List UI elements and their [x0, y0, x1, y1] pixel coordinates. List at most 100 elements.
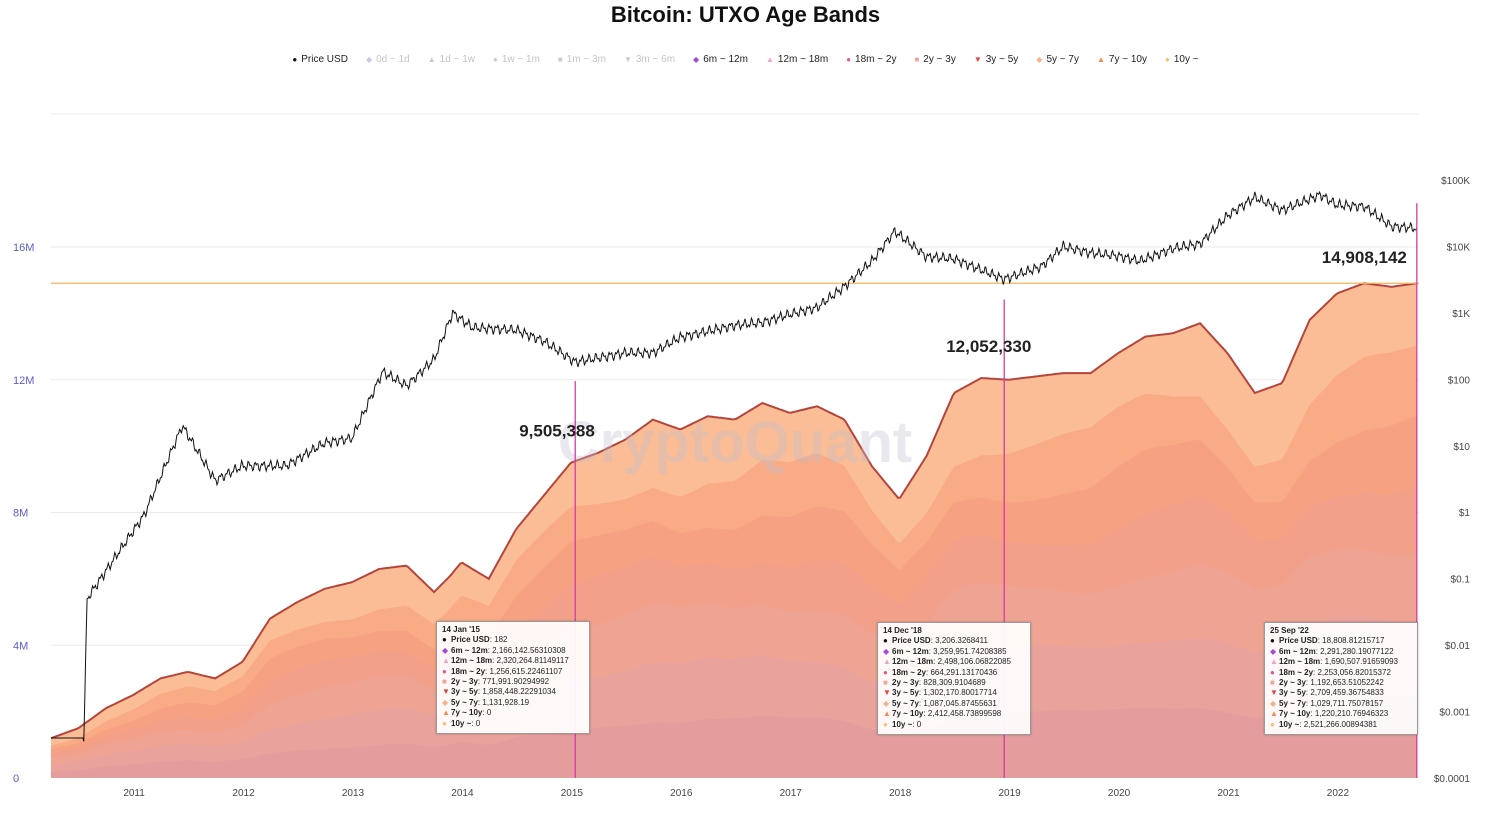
- tooltip-series-label: 18m ~ 2y: [1279, 667, 1314, 677]
- tooltip-row: ● 10y ~: 0: [442, 719, 584, 729]
- series-marker-icon: ▼: [1270, 688, 1278, 698]
- legend-item[interactable]: ◆ 6m ~ 12m: [693, 54, 748, 65]
- tooltip-series-label: 7y ~ 10y: [892, 709, 924, 719]
- legend-marker-icon: ◆: [1036, 55, 1043, 64]
- total-supply-line: [50, 282, 1417, 740]
- annotation-label: 14,908,142: [1322, 248, 1407, 267]
- y-left-tick-label: 16M: [13, 242, 34, 254]
- legend-item[interactable]: ▼ 3m ~ 6m: [624, 54, 675, 65]
- series-marker-icon: ▼: [883, 688, 891, 698]
- legend-item[interactable]: ● 1w ~ 1m: [493, 54, 540, 65]
- tooltip-separator: :: [933, 657, 938, 667]
- legend-item[interactable]: ▲ 12m ~ 18m: [766, 54, 828, 65]
- tooltip-series-label: 3y ~ 5y: [451, 687, 478, 697]
- legend-item[interactable]: ● Price USD: [292, 54, 348, 65]
- tooltip-value: 3,259,951.74208385: [933, 646, 1007, 656]
- y-right-tick-label: $10K: [1447, 242, 1471, 253]
- tooltip-row: ▼3y ~ 5y: 1,858,448.22291034: [442, 687, 584, 697]
- series-marker-icon: ◆: [1270, 646, 1277, 656]
- tooltip-row: ◆ 5y ~ 7y: 1,131,928.19: [442, 698, 584, 708]
- tooltip-value: 2,412,458.73899598: [927, 709, 1002, 719]
- tooltip-value: 2,253,056.82015372: [1317, 667, 1391, 677]
- series-marker-icon: ▲: [883, 657, 891, 667]
- y-right-tick-label: $1K: [1452, 309, 1470, 320]
- tooltip-series-label: 3y ~ 5y: [1279, 688, 1306, 698]
- legend-item[interactable]: ▲ 7y ~ 10y: [1097, 54, 1147, 65]
- tooltip-series-label: 10y ~: [1279, 719, 1300, 729]
- tooltip-series-label: 5y ~ 7y: [1279, 698, 1306, 708]
- x-tick-label: 2019: [998, 788, 1021, 799]
- legend-label: 12m ~ 18m: [777, 54, 829, 65]
- tooltip-row: ■ 2y ~ 3y: 828,309.9104689: [883, 678, 1025, 688]
- tooltip-separator: :: [485, 666, 490, 676]
- legend-item[interactable]: ▲ 1d ~ 1w: [428, 54, 475, 65]
- age-band-area: [51, 695, 1417, 778]
- tooltip-separator: :: [1305, 688, 1311, 698]
- tooltip-series-label: 18m ~ 2y: [451, 666, 486, 676]
- tooltip-series-label: Price USD: [1279, 636, 1318, 646]
- tooltip-separator: :: [1310, 709, 1315, 719]
- tooltip-series-label: 10y ~: [892, 719, 913, 729]
- legend-marker-icon: ●: [846, 55, 852, 64]
- legend-item[interactable]: ▼ 3y ~ 5y: [974, 54, 1018, 65]
- tooltip-separator: :: [912, 719, 917, 729]
- tooltip-series-label: Price USD: [451, 635, 490, 645]
- tooltip-separator: :: [923, 709, 928, 719]
- tooltip-series-label: 12m ~ 18m: [451, 656, 493, 666]
- x-tick-label: 2016: [670, 788, 693, 799]
- y-right-tick-label: $0.1: [1451, 575, 1471, 586]
- y-right-tick-label: $0.0001: [1434, 774, 1471, 785]
- legend-marker-icon: ◆: [693, 55, 700, 64]
- tooltip-value: 2,709,459.36754833: [1310, 688, 1384, 698]
- tooltip-value: 1,858,448.22291034: [482, 687, 556, 697]
- x-tick-label: 2015: [561, 788, 584, 799]
- tooltip-separator: :: [928, 646, 934, 656]
- legend-item[interactable]: ● 10y ~: [1165, 54, 1199, 65]
- tooltip-row: ● Price USD: 182: [442, 635, 584, 645]
- data-tooltip: 25 Sep '22 ● Price USD: 18,808.81215717 ◆ 6m…: [1264, 622, 1418, 736]
- legend-marker-icon: ◆: [365, 55, 373, 64]
- tooltip-row: ● 10y ~: 0: [883, 720, 1025, 730]
- tooltip-row: ▼3y ~ 5y: 2,709,459.36754833: [1270, 688, 1412, 698]
- tooltip-row: ▲12m ~ 18m: 1,690,507.91659093: [1270, 657, 1412, 667]
- tooltip-series-label: 5y ~ 7y: [892, 698, 919, 708]
- x-tick-label: 2021: [1217, 788, 1240, 799]
- x-tick-label: 2011: [123, 788, 145, 799]
- series-marker-icon: ▲: [1270, 657, 1278, 667]
- tooltip-date: 14 Jan '15: [442, 625, 480, 634]
- tooltip-date: 14 Dec '18: [883, 626, 922, 635]
- legend-item[interactable]: ● 18m ~ 2y: [846, 54, 896, 65]
- tooltip-value: 2,521,266.00894381: [1303, 719, 1378, 729]
- y-right-tick-label: $100: [1448, 375, 1471, 386]
- legend-item[interactable]: ■ 1m ~ 3m: [558, 54, 606, 65]
- tooltip-row: ■ 2y ~ 3y: 771,991.90294992: [442, 677, 584, 687]
- tooltip-series-label: 6m ~ 12m: [1279, 646, 1316, 656]
- legend-item[interactable]: ◆ 0d ~ 1d: [366, 54, 410, 65]
- tooltip-separator: :: [492, 656, 497, 666]
- series-marker-icon: ◆: [883, 646, 890, 656]
- series-marker-icon: ▲: [442, 656, 450, 666]
- tooltip-separator: :: [482, 708, 487, 718]
- series-marker-icon: ◆: [1270, 698, 1277, 708]
- tooltip-separator: :: [471, 718, 476, 728]
- series-marker-icon: ■: [1270, 678, 1275, 688]
- legend-marker-icon: ■: [557, 55, 563, 64]
- series-marker-icon: ▲: [1270, 709, 1278, 719]
- series-marker-icon: ▲: [442, 708, 450, 718]
- tooltip-series-label: 12m ~ 18m: [1279, 657, 1321, 667]
- tooltip-value: 1,192,653.51052242: [1310, 678, 1384, 688]
- tooltip-row: ▼3y ~ 5y: 1,302,170.80017714: [883, 688, 1025, 698]
- legend-label: 0d ~ 1d: [376, 54, 410, 65]
- tooltip-row: ◆ 6m ~ 12m: 2,166,142.56310308: [442, 646, 584, 656]
- tooltip-value: 0: [475, 718, 481, 728]
- legend-item[interactable]: ◆ 5y ~ 7y: [1036, 54, 1079, 65]
- tooltip-series-label: 2y ~ 3y: [1279, 678, 1306, 688]
- x-tick-label: 2014: [451, 788, 474, 799]
- tooltip-value: 1,220,210.76946323: [1314, 709, 1389, 719]
- tooltip-value: 182: [494, 635, 508, 645]
- legend-item[interactable]: ■ 2y ~ 3y: [914, 54, 955, 65]
- tooltip-value: 664,291.13170436: [930, 667, 998, 677]
- tooltip-separator: :: [487, 645, 493, 655]
- tooltip-row: ◆ 6m ~ 12m: 2,291,280.19077122: [1270, 647, 1412, 657]
- x-tick-label: 2013: [342, 788, 365, 799]
